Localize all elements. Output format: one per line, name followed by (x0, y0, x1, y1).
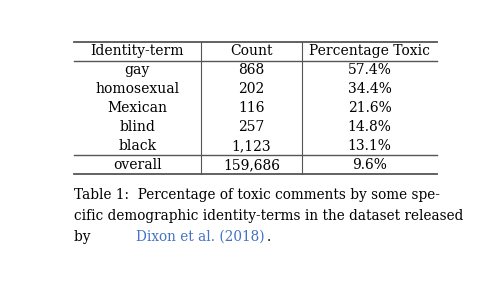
Text: 9.6%: 9.6% (352, 158, 387, 172)
Text: gay: gay (124, 63, 150, 77)
Text: Identity-term: Identity-term (91, 44, 184, 58)
Text: 159,686: 159,686 (223, 158, 280, 172)
Text: blind: blind (120, 120, 155, 134)
Text: 257: 257 (239, 120, 265, 134)
Text: 202: 202 (239, 82, 265, 96)
Text: 34.4%: 34.4% (348, 82, 391, 96)
Text: overall: overall (113, 158, 162, 172)
Text: cific demographic identity-terms in the dataset released: cific demographic identity-terms in the … (74, 209, 463, 223)
Text: 1,123: 1,123 (232, 139, 271, 153)
Text: 57.4%: 57.4% (348, 63, 391, 77)
Text: Count: Count (231, 44, 273, 58)
Text: 116: 116 (239, 101, 265, 115)
Text: Percentage Toxic: Percentage Toxic (309, 44, 430, 58)
Text: Mexican: Mexican (107, 101, 167, 115)
Text: 868: 868 (239, 63, 265, 77)
Text: Dixon et al. (2018): Dixon et al. (2018) (135, 230, 264, 244)
Text: homosexual: homosexual (95, 82, 179, 96)
Text: 13.1%: 13.1% (348, 139, 391, 153)
Text: .: . (267, 230, 271, 244)
Text: Table 1:  Percentage of toxic comments by some spe-: Table 1: Percentage of toxic comments by… (74, 188, 440, 202)
Text: 21.6%: 21.6% (348, 101, 391, 115)
Text: black: black (118, 139, 156, 153)
Text: by: by (74, 230, 95, 244)
Text: 14.8%: 14.8% (348, 120, 391, 134)
